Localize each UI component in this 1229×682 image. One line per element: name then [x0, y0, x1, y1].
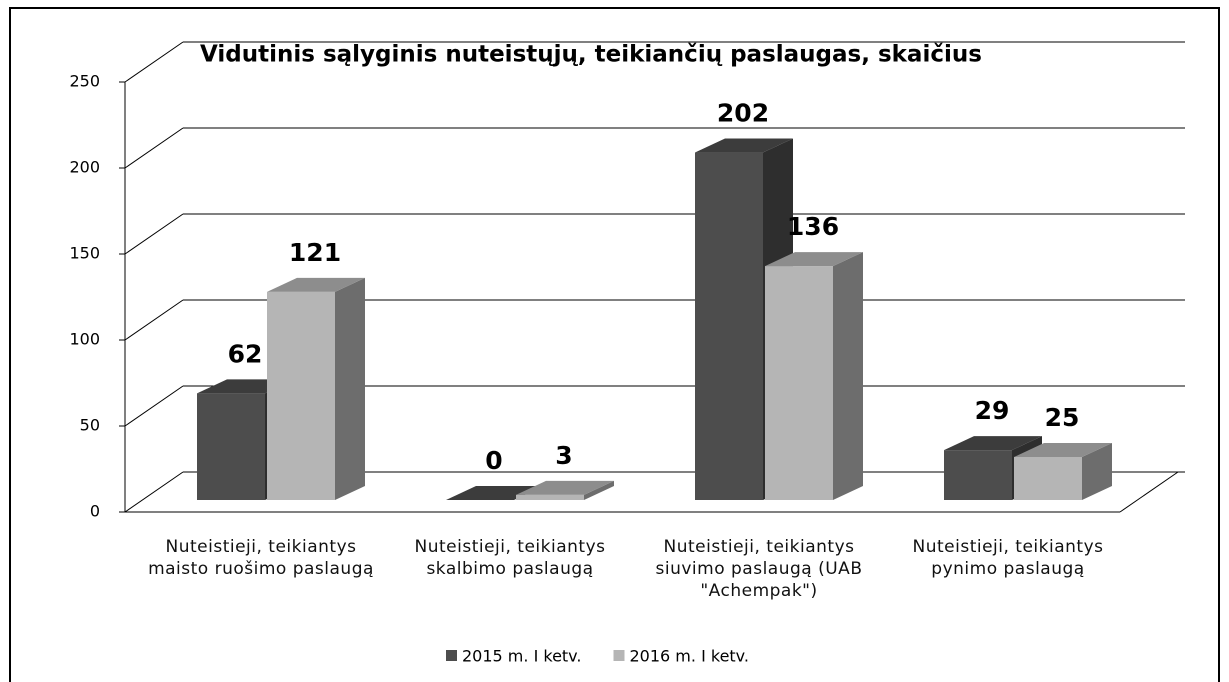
y-tick-label: 100 — [69, 330, 100, 349]
y-tick-label: 250 — [69, 72, 100, 91]
x-tick-label: Nuteistieji, teikiantys skalbimo paslaug… — [414, 537, 606, 579]
y-tick-label: 200 — [69, 158, 100, 177]
bar — [695, 152, 763, 500]
grid-line — [124, 41, 184, 83]
bar-top — [516, 480, 614, 495]
y-tick-label: 50 — [80, 416, 100, 435]
bar-side — [833, 252, 863, 500]
data-label: 121 — [289, 238, 341, 267]
bar — [1014, 457, 1082, 500]
data-label: 3 — [555, 441, 572, 470]
data-label: 62 — [228, 339, 263, 368]
y-tick-label: 0 — [90, 502, 100, 521]
grid-line — [124, 299, 184, 341]
frame — [9, 7, 1220, 682]
legend-swatch — [613, 650, 625, 661]
legend-label: 2016 m. I ketv. — [630, 647, 750, 666]
bar — [765, 266, 833, 500]
bar — [944, 450, 1012, 500]
bar — [267, 291, 335, 500]
x-tick-label: Nuteistieji, teikiantys siuvimo paslaugą… — [655, 537, 863, 601]
x-tick-label: Nuteistieji, teikiantys maisto ruošimo p… — [148, 537, 374, 579]
legend-swatch — [446, 650, 457, 661]
grid-line — [124, 127, 184, 169]
bar-side — [335, 277, 365, 500]
grid-line — [124, 213, 184, 255]
floor-edge — [1119, 471, 1179, 513]
bar-top — [765, 252, 863, 267]
bar-top — [1014, 443, 1112, 457]
bar-top — [944, 436, 1042, 451]
data-label: 29 — [975, 396, 1010, 425]
bar — [516, 494, 584, 500]
data-label: 25 — [1045, 403, 1080, 432]
grid-line — [124, 385, 184, 427]
legend-label: 2015 m. I ketv. — [462, 647, 582, 666]
bar-side — [584, 480, 614, 500]
data-label: 202 — [717, 99, 769, 128]
bar-top — [267, 277, 365, 292]
bar-side — [1082, 443, 1112, 500]
bar — [197, 393, 265, 500]
grid-line — [124, 471, 184, 513]
x-tick-label: Nuteistieji, teikiantys pynimo paslaugą — [912, 537, 1104, 579]
data-label: 136 — [787, 212, 839, 241]
bar-top — [695, 138, 793, 153]
y-tick-label: 150 — [69, 244, 100, 263]
data-label: 0 — [485, 446, 502, 475]
chart-title: Vidutinis sąlyginis nuteistųjų, teikianč… — [200, 42, 982, 68]
